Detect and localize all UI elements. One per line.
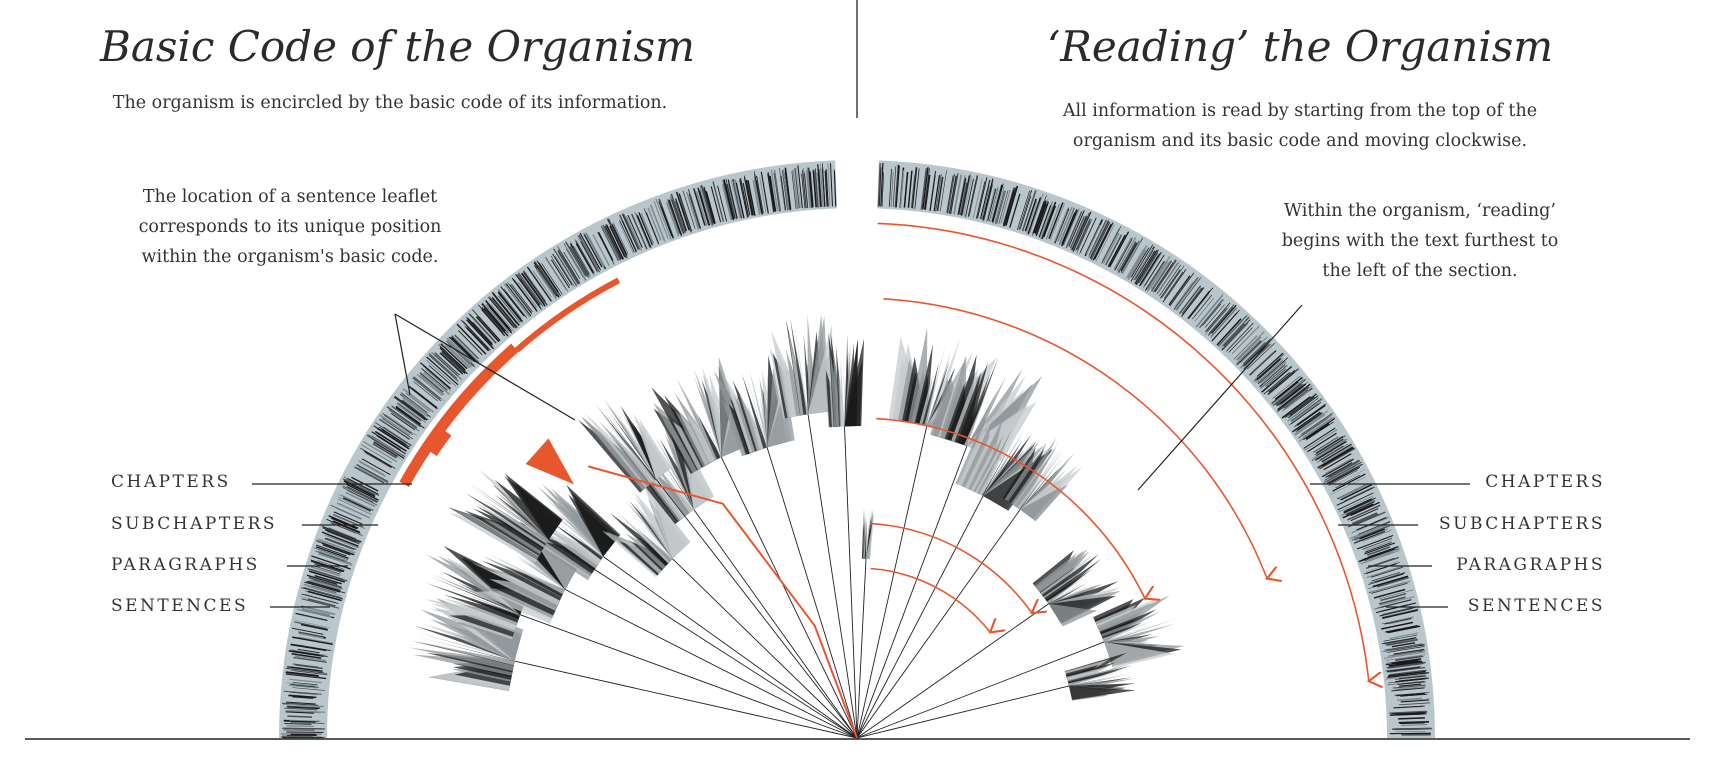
tree-stem	[856, 509, 1021, 739]
tree-stem	[856, 425, 928, 739]
tree-stem	[655, 478, 858, 739]
right-level-sentences: SENTENCES	[1467, 596, 1605, 616]
tree-stem	[548, 539, 858, 739]
leaf-fan	[1064, 652, 1136, 701]
right-subtitle-line: All information is read by starting from…	[1062, 101, 1538, 121]
highlight-notch	[430, 430, 452, 457]
right-annotation-pointer	[1137, 304, 1303, 491]
right-level-paragraphs: PARAGRAPHS	[1456, 555, 1605, 575]
leaf-fan	[409, 597, 524, 692]
right-annotation-line: begins with the text furthest to	[1281, 231, 1559, 251]
right-subtitle: All information is read by starting from…	[990, 96, 1610, 156]
reading-arrow	[883, 298, 1267, 579]
tree-stem	[672, 558, 858, 739]
right-level-subchapters: SUBCHAPTERS	[1438, 514, 1605, 534]
highlight-arc-inner	[514, 277, 621, 353]
highlight-leaflet	[525, 438, 574, 485]
leaf-fan	[713, 355, 795, 457]
reading-overlay	[25, 0, 1690, 740]
tree-stem	[807, 414, 858, 739]
reading-arrow	[876, 417, 1145, 599]
leaf-fan	[825, 332, 864, 428]
left-annotation-line: within the organism's basic code.	[141, 247, 439, 267]
tree-stem	[856, 641, 1105, 739]
right-annotation: Within the organism, ‘reading’ begins wi…	[1240, 196, 1600, 286]
reading-arrow	[870, 567, 991, 633]
tree-stem	[766, 447, 858, 739]
leaf-fan	[1032, 548, 1122, 627]
left-level-paragraphs: PARAGRAPHS	[111, 555, 260, 575]
highlight-arc-outer	[399, 343, 519, 487]
tree-stem	[856, 495, 984, 739]
leaf-fan	[1093, 595, 1185, 669]
tree-stem	[856, 603, 1049, 739]
tree-stem	[564, 588, 858, 739]
right-level-chapters: CHAPTERS	[1485, 472, 1605, 492]
organism-tree	[409, 314, 1185, 739]
reading-arrow	[869, 522, 1032, 613]
tree-stem	[602, 556, 858, 739]
leaf-fan	[651, 356, 753, 474]
left-annotation: The location of a sentence leaflet corre…	[100, 182, 480, 272]
left-level-sentences: SENTENCES	[111, 596, 249, 616]
reading-arrow	[877, 222, 1369, 681]
tree-stem	[844, 426, 858, 739]
tree-stem	[519, 614, 858, 739]
left-title: Basic Code of the Organism	[100, 22, 695, 71]
tree-stem	[514, 660, 858, 739]
leaf-fan	[1002, 437, 1083, 522]
left-level-subchapters: SUBCHAPTERS	[111, 514, 278, 534]
left-annotation-pointer	[394, 313, 411, 396]
left-annotation-pointer	[394, 313, 576, 421]
left-annotation-line: The location of a sentence leaflet	[142, 187, 438, 207]
left-level-chapters: CHAPTERS	[111, 472, 231, 492]
tree-stem	[856, 685, 1070, 739]
tree-stem	[720, 456, 858, 739]
highlight-branch	[588, 465, 858, 739]
left-annotation-line: corresponds to its unique position	[138, 217, 442, 237]
leaf-fan	[448, 469, 563, 563]
leaf-fan	[861, 507, 875, 560]
leaf-fan	[578, 398, 672, 493]
leaf-fan	[602, 479, 691, 578]
tree-stem	[856, 445, 968, 739]
tree-stem	[856, 558, 867, 739]
right-annotation-line: the left of the section.	[1322, 261, 1518, 281]
right-subtitle-line: organism and its basic code and moving c…	[1072, 131, 1528, 151]
right-annotation-line: Within the organism, ‘reading’	[1284, 201, 1556, 221]
left-subtitle: The organism is encircled by the basic c…	[112, 93, 668, 113]
right-title: ‘Reading’ the Organism	[1046, 22, 1554, 71]
tree-stem	[693, 509, 858, 739]
